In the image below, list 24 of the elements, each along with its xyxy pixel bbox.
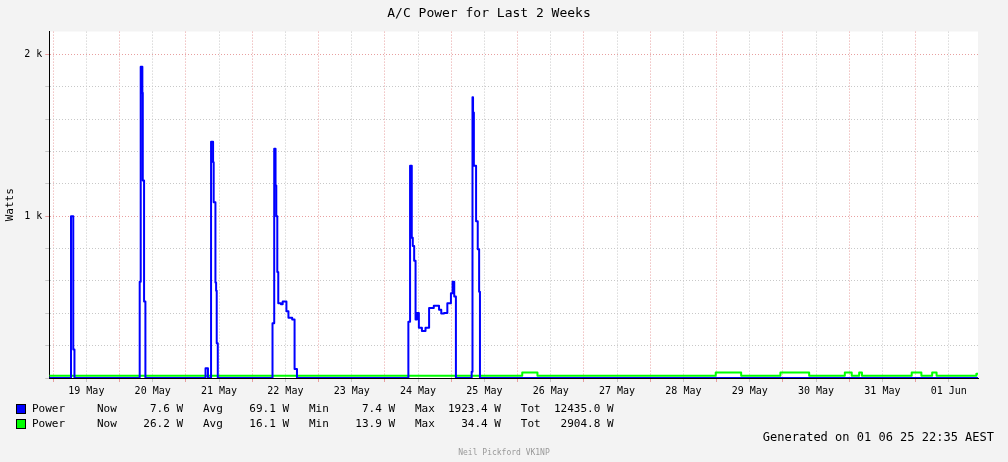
x-tick-label: 25 May xyxy=(466,384,503,396)
x-tick-label: 19 May xyxy=(68,384,105,396)
x-tick-label: 21 May xyxy=(200,384,238,396)
text: Now 7.6 W Avg 69.1 W Min 7.4 W Max 1923.4 W Tot 12435.0 W xyxy=(97,402,614,415)
x-tick-label: 30 May xyxy=(798,384,835,396)
legend-label: Power xyxy=(32,402,67,415)
x-tick-label: 20 May xyxy=(134,384,171,396)
y-tick-label: 2 k xyxy=(24,47,43,59)
x-tick-label: 01 Jun xyxy=(930,384,967,396)
x-tick-label: 23 May xyxy=(333,384,370,396)
text: Neil Pickford VK1NP xyxy=(457,448,551,457)
legend-label: Power xyxy=(32,417,67,430)
x-tick-label: 27 May xyxy=(598,384,636,396)
x-tick-label: 29 May xyxy=(731,384,768,396)
x-tick-label: 22 May xyxy=(267,384,304,396)
x-tick-label: 26 May xyxy=(532,384,569,396)
y-tick-label: 1 k xyxy=(24,209,43,221)
text: Generated on 01 06 25 22:35 AEST xyxy=(762,430,994,444)
text: Now 26.2 W Avg 16.1 W Min 13.9 W Max 34.4 W Tot 2904.8 W xyxy=(97,417,614,430)
y-axis-title: Watts xyxy=(3,188,17,222)
chart-title: A/C Power for Last 2 Weeks xyxy=(387,5,591,21)
x-tick-label: 28 May xyxy=(665,384,702,396)
x-tick-label: 24 May xyxy=(399,384,437,396)
x-tick-label: 31 May xyxy=(864,384,901,396)
